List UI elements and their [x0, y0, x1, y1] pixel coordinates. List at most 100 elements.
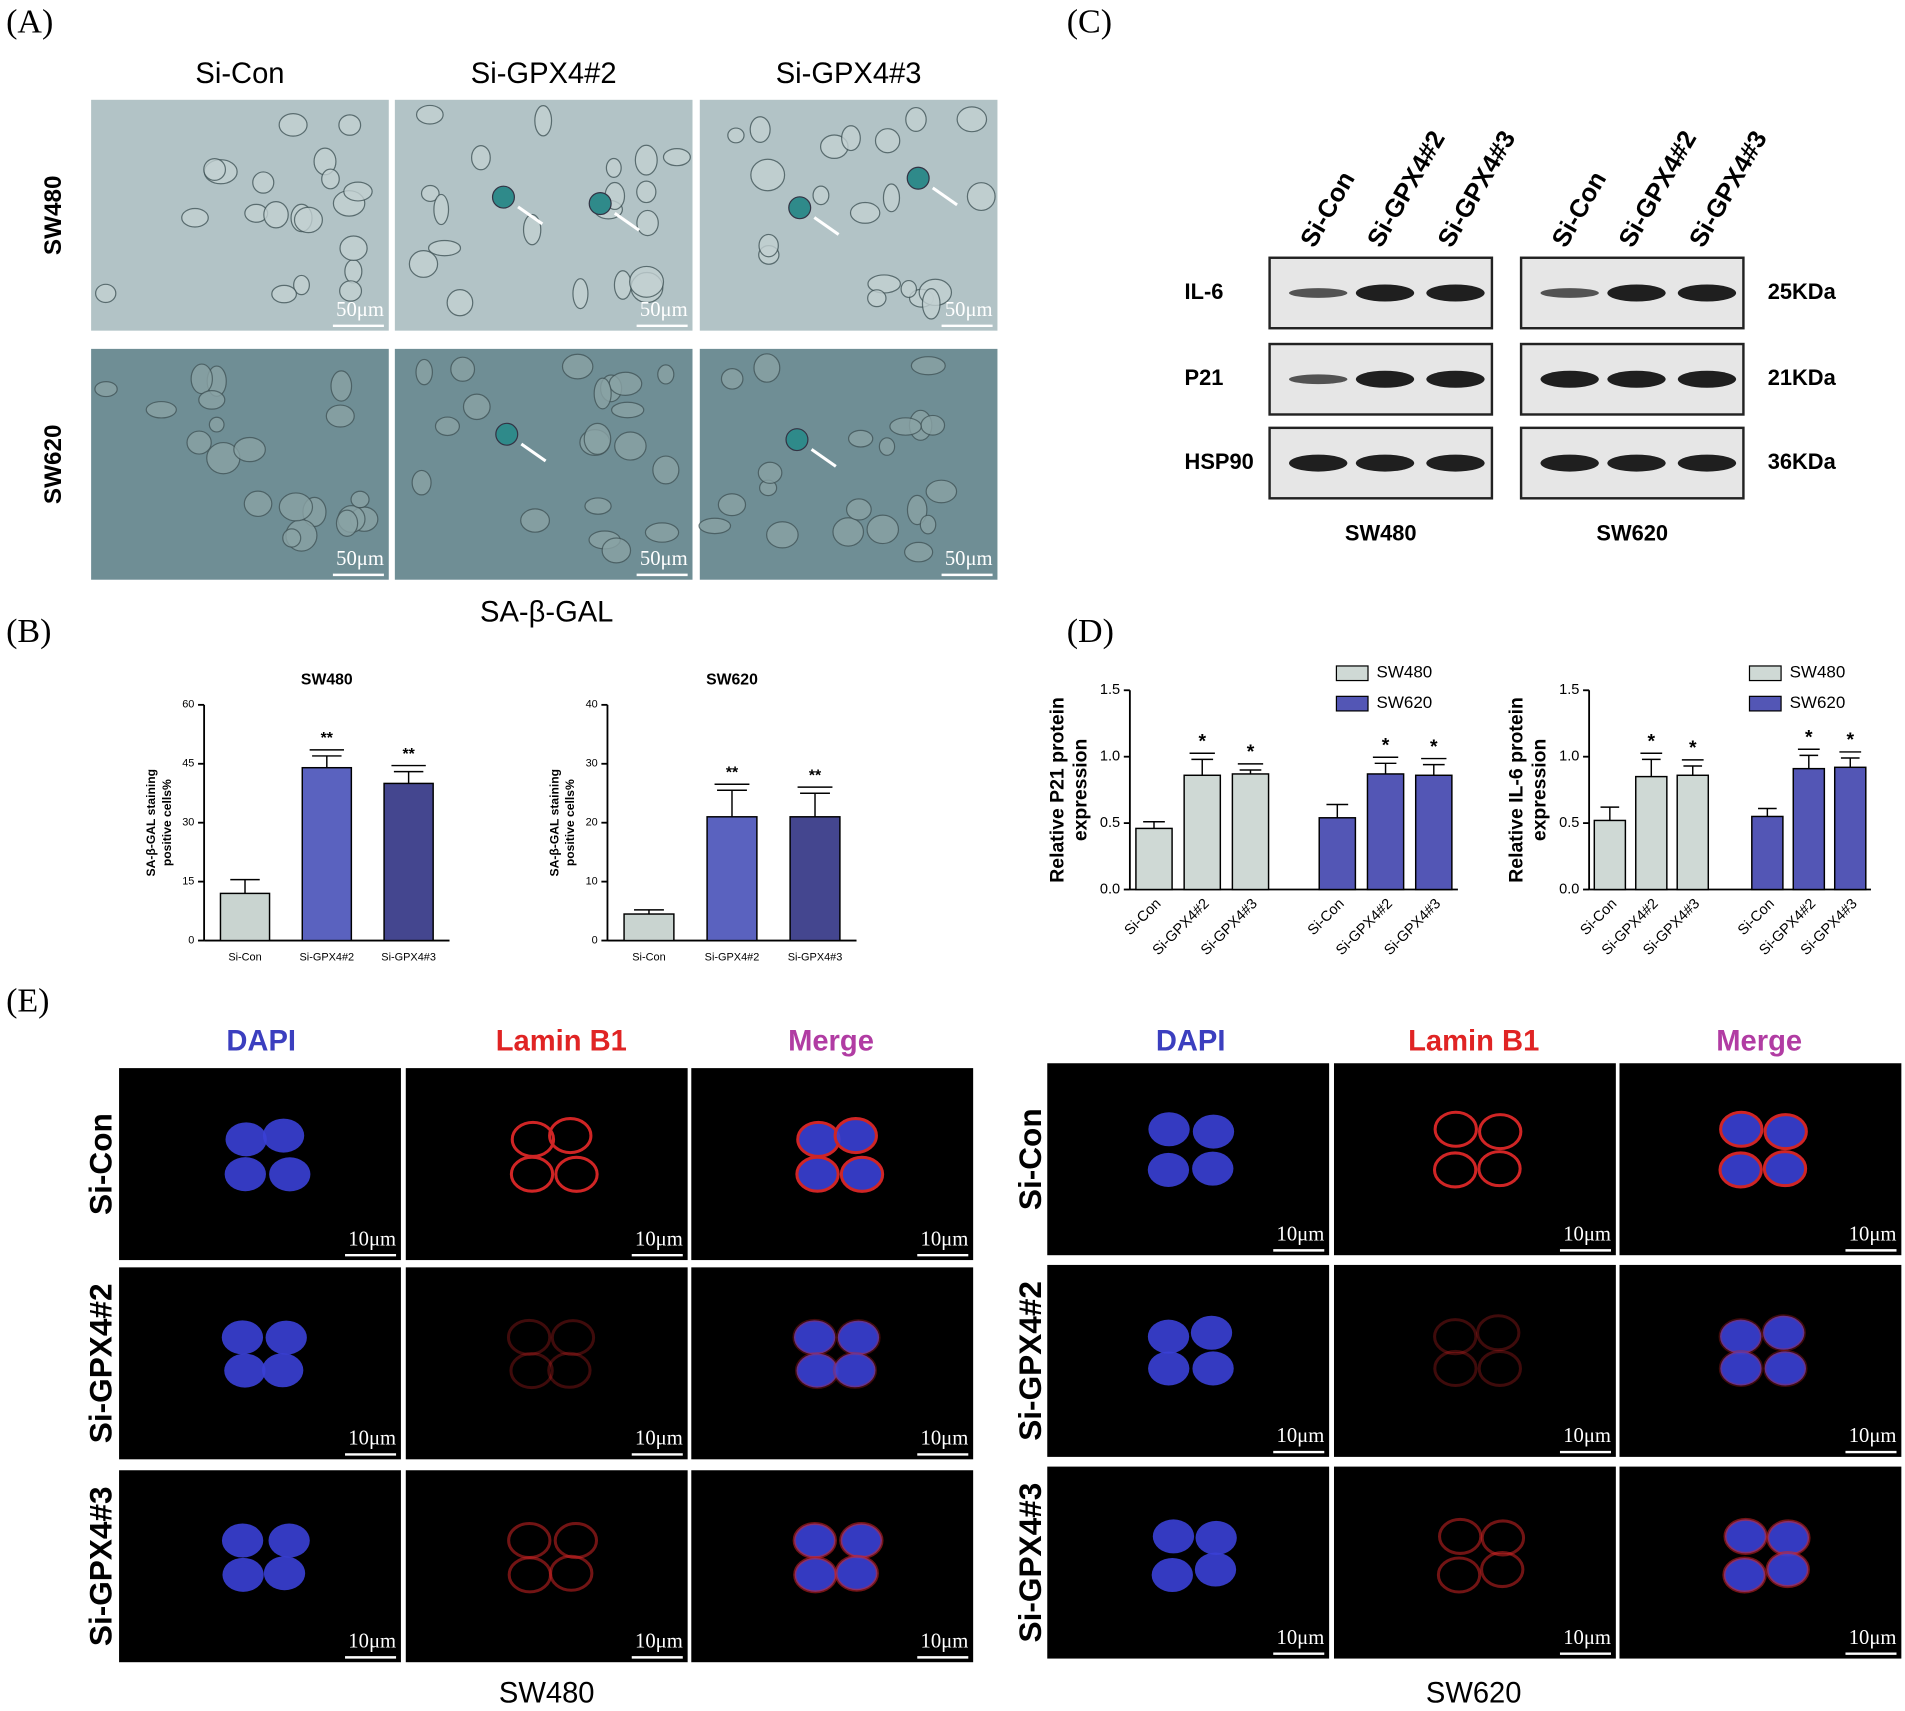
cell [634, 144, 658, 176]
cell [601, 537, 632, 564]
fluorescence-image [1333, 1063, 1616, 1256]
scale-bar-label: 50μm [945, 299, 993, 321]
arrow [613, 212, 640, 232]
cell [849, 201, 881, 224]
nucleus [1764, 1351, 1806, 1386]
lamina [1433, 1110, 1478, 1148]
protein-label: HSP90 [1185, 449, 1254, 474]
y-tick-label: 0.0 [1559, 881, 1579, 897]
nucleus [1723, 1557, 1766, 1592]
scale-bar-label: 10μm [1849, 1224, 1897, 1246]
cell [534, 105, 553, 137]
panel-label: (B) [6, 613, 51, 650]
lamina [1765, 1551, 1810, 1589]
lamina [832, 1351, 878, 1389]
cell [350, 490, 370, 509]
cell [415, 358, 433, 386]
panel-label: (E) [6, 983, 49, 1020]
nucleus [1765, 1114, 1807, 1149]
nucleus [1767, 1520, 1810, 1555]
cell [906, 494, 928, 526]
nucleus [224, 1157, 266, 1192]
cell [520, 508, 551, 533]
nucleus [1764, 1151, 1806, 1186]
cell [904, 541, 934, 563]
lamina [839, 1155, 885, 1193]
cell [462, 393, 491, 421]
cell [727, 127, 745, 144]
significance-label: ** [402, 746, 415, 763]
legend-label: SW480 [1377, 663, 1433, 682]
band [1426, 370, 1485, 388]
cell [812, 185, 830, 206]
legend-label: SW620 [1377, 693, 1433, 712]
bar [1792, 767, 1826, 891]
nucleus [1147, 1152, 1190, 1187]
scale-bar-label: 10μm [921, 1228, 969, 1250]
error-bar [1799, 754, 1819, 769]
protein-label: IL-6 [1185, 279, 1224, 304]
significance-label: ** [726, 764, 739, 781]
significance-label: * [1805, 726, 1813, 748]
band [1426, 284, 1485, 302]
fluorescence-image [405, 1267, 688, 1460]
nucleus [834, 1353, 876, 1388]
cell [181, 207, 209, 228]
band [1426, 454, 1485, 472]
column-header: Si-GPX4#2 [471, 58, 617, 90]
protein-label: P21 [1185, 365, 1224, 390]
nucleus [1152, 1519, 1195, 1554]
cell [263, 200, 289, 229]
bar [1635, 775, 1668, 891]
cell [145, 400, 177, 419]
scale-bar-label: 10μm [921, 1631, 969, 1653]
nucleus [794, 1523, 836, 1558]
nucleus [263, 1556, 306, 1591]
nucleus [1148, 1351, 1190, 1386]
row-label: SW480 [40, 175, 67, 255]
lamina [1433, 1349, 1478, 1387]
cell [572, 278, 589, 310]
cell [758, 233, 779, 258]
cell [878, 437, 896, 456]
cell [583, 422, 612, 455]
bar [1135, 827, 1173, 891]
significance-label: * [1247, 741, 1255, 763]
nucleus [835, 1118, 877, 1153]
cell [282, 528, 302, 548]
scale-bar-label: 50μm [945, 548, 993, 570]
cell [614, 431, 647, 461]
legend-swatch [1335, 695, 1369, 712]
cell [867, 289, 887, 308]
nucleus [1192, 1114, 1235, 1149]
cell [411, 469, 432, 496]
row-label: SW620 [40, 424, 67, 504]
nucleus [221, 1320, 264, 1355]
lamina [1480, 1551, 1525, 1589]
arrow [517, 205, 544, 226]
cell [610, 401, 645, 419]
panel-label: (A) [6, 3, 53, 40]
nucleus [225, 1122, 267, 1157]
nucleus [268, 1523, 310, 1558]
error-bar [1840, 757, 1860, 768]
lamina [1718, 1349, 1764, 1387]
nucleus [840, 1523, 883, 1558]
lamina [509, 1155, 555, 1193]
y-tick-label: 1.0 [1100, 749, 1120, 765]
bar [301, 766, 353, 942]
nucleus [1763, 1315, 1805, 1350]
arrow [520, 442, 547, 463]
scale-bar-label: 10μm [1563, 1425, 1611, 1447]
nucleus [262, 1118, 305, 1153]
y-tick-label: 45 [182, 758, 194, 770]
cell [698, 517, 732, 535]
scale-bar-label: 10μm [1277, 1627, 1325, 1649]
error-bar [1374, 762, 1397, 774]
cell [95, 283, 117, 304]
x-tick-label: Si-GPX4#3 [381, 951, 436, 963]
significance-label: ** [321, 730, 334, 747]
lamina [834, 1554, 879, 1592]
nucleus [796, 1157, 839, 1192]
cell [186, 430, 212, 455]
